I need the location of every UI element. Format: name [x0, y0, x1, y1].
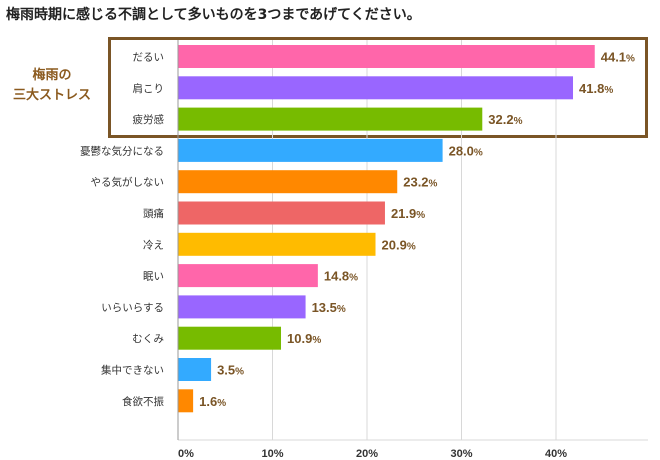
value-number-3: 28.0 — [449, 143, 474, 158]
value-number-11: 1.6 — [199, 394, 217, 409]
bar-5 — [178, 201, 385, 225]
value-label-1: 41.8% — [579, 81, 613, 96]
x-tick-label-0: 0% — [178, 448, 194, 460]
value-unit-7: % — [349, 273, 358, 284]
value-unit-10: % — [235, 367, 244, 378]
bar-8 — [178, 295, 306, 319]
value-label-6: 20.9% — [382, 237, 416, 252]
bar-2 — [178, 107, 483, 131]
x-tick-label-1: 10% — [261, 448, 283, 460]
chart-title: 梅雨時期に感じる不調として多いものを3つまであげてください。 — [6, 7, 421, 23]
value-unit-8: % — [337, 304, 346, 315]
bar-10 — [178, 358, 212, 381]
value-label-0: 44.1% — [601, 50, 635, 65]
value-label-10: 3.5% — [217, 363, 244, 378]
value-label-11: 1.6% — [199, 394, 226, 409]
value-label-8: 13.5% — [312, 300, 346, 315]
value-unit-5: % — [416, 210, 425, 221]
category-label-1: 肩こり — [133, 82, 165, 95]
value-unit-0: % — [626, 54, 635, 65]
category-label-10: 集中できない — [101, 364, 164, 377]
category-label-0: だるい — [133, 52, 165, 64]
category-label-4: やる気がしない — [91, 176, 165, 189]
x-tick-label-4: 40% — [545, 448, 567, 460]
category-label-8: いらいらする — [101, 302, 164, 314]
value-label-2: 32.2% — [488, 112, 522, 127]
value-unit-6: % — [407, 241, 416, 252]
value-number-1: 41.8 — [579, 81, 604, 96]
value-unit-2: % — [514, 116, 523, 127]
bar-6 — [178, 232, 376, 256]
highlight-label: 梅雨の 三大ストレス — [2, 66, 102, 106]
value-number-8: 13.5 — [312, 300, 337, 315]
x-tick-label-3: 30% — [450, 448, 472, 460]
value-unit-9: % — [312, 335, 321, 346]
value-label-4: 23.2% — [403, 175, 437, 190]
category-label-6: 冷え — [143, 238, 164, 251]
category-label-11: 食欲不振 — [122, 395, 164, 408]
value-unit-1: % — [604, 85, 613, 96]
value-number-5: 21.9 — [391, 206, 416, 221]
bar-11 — [178, 389, 194, 413]
highlight-label-line2: 三大ストレス — [12, 88, 91, 103]
value-number-10: 3.5 — [217, 363, 235, 378]
value-number-7: 14.8 — [324, 269, 349, 284]
value-unit-4: % — [429, 179, 438, 190]
highlight-label-line1: 梅雨の — [32, 68, 72, 83]
bar-3 — [178, 138, 443, 162]
x-tick-label-2: 20% — [356, 448, 378, 460]
value-label-3: 28.0% — [449, 143, 483, 158]
value-unit-3: % — [474, 147, 483, 158]
value-label-9: 10.9% — [287, 331, 321, 346]
bar-0 — [178, 45, 595, 68]
bar-4 — [178, 170, 398, 194]
category-label-5: 頭痛 — [143, 207, 164, 220]
bar-7 — [178, 264, 318, 288]
value-number-2: 32.2 — [488, 112, 513, 127]
top-three-highlight-box — [108, 37, 648, 138]
category-label-2: 疲労感 — [133, 113, 165, 126]
value-label-7: 14.8% — [324, 269, 358, 284]
category-label-7: 眠い — [143, 271, 164, 283]
category-label-3: 憂鬱な気分になる — [80, 144, 164, 157]
value-label-5: 21.9% — [391, 206, 425, 221]
value-number-9: 10.9 — [287, 331, 312, 346]
value-unit-11: % — [217, 398, 226, 409]
value-number-0: 44.1 — [601, 50, 626, 65]
bar-9 — [178, 326, 282, 350]
category-label-9: むくみ — [132, 333, 164, 345]
value-number-6: 20.9 — [382, 237, 407, 252]
bar-1 — [178, 76, 574, 100]
value-number-4: 23.2 — [403, 175, 428, 190]
